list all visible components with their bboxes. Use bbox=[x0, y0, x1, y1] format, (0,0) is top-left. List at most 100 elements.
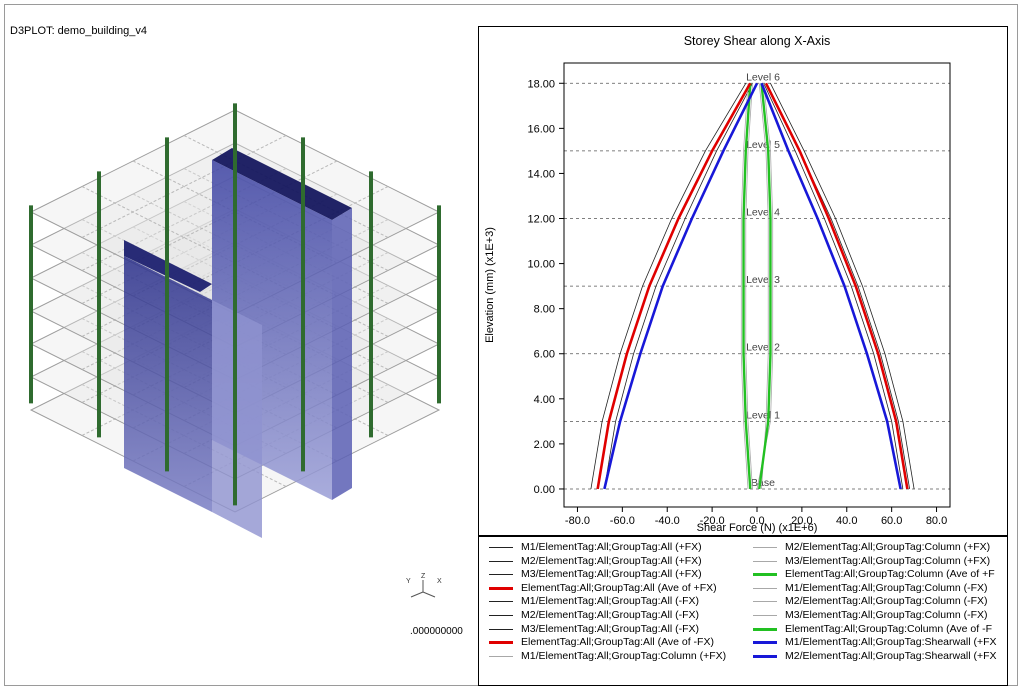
legend-label: M1/ElementTag:All;GroupTag:All (-FX) bbox=[521, 595, 699, 608]
x-tick-label: 20.0 bbox=[791, 515, 812, 527]
legend-swatch bbox=[489, 574, 513, 576]
slab-gridline bbox=[81, 135, 287, 238]
slab-gridline bbox=[183, 300, 389, 403]
series-line bbox=[770, 83, 915, 490]
x-axis-label: Shear Force (N) (x1E+6) bbox=[697, 522, 818, 534]
legend-swatch bbox=[489, 601, 513, 603]
y-tick-label: 2.00 bbox=[534, 439, 555, 451]
columns bbox=[29, 103, 441, 506]
x-tick-label: -60.0 bbox=[610, 515, 635, 527]
level-label: Level 5 bbox=[746, 139, 780, 151]
triad-y-label: Y bbox=[406, 578, 411, 585]
series-line bbox=[596, 82, 752, 490]
series-line bbox=[603, 82, 759, 490]
y-tick-label: 14.00 bbox=[527, 168, 555, 180]
y-tick-label: 4.00 bbox=[534, 394, 555, 406]
legend-label: ElementTag:All;GroupTag:Column (Ave of +… bbox=[785, 568, 995, 581]
legend-swatch bbox=[753, 587, 777, 589]
axis-ticks: -80.0 -60.0 -40.0 -20.0 0.0 20.0 40.0 60.0 80.0 0… bbox=[527, 78, 947, 527]
series-line bbox=[763, 83, 904, 490]
slab-gridline bbox=[81, 300, 287, 403]
x-tick-label: 80.0 bbox=[926, 515, 947, 527]
series-line bbox=[742, 83, 752, 490]
series-line bbox=[604, 83, 753, 490]
legend-swatch bbox=[489, 586, 513, 590]
shear-chart: Storey Shear along X-Axis Base Level 1 Lev… bbox=[484, 34, 951, 534]
legend-swatch bbox=[489, 560, 513, 562]
time-readout: .000000000 bbox=[410, 626, 463, 637]
slab-gridline bbox=[81, 234, 287, 337]
y-tick-label: 0.00 bbox=[534, 484, 555, 496]
legend-label: M3/ElementTag:All;GroupTag:All (-FX) bbox=[521, 622, 699, 635]
shear-plot-panel[interactable]: Storey Shear along X-Axis Base Level 1 Lev… bbox=[478, 26, 1008, 536]
legend-swatch bbox=[489, 614, 513, 616]
legend-label: ElementTag:All;GroupTag:Column (Ave of -… bbox=[785, 622, 992, 635]
x-tick-label: -80.0 bbox=[565, 515, 590, 527]
slab-gridline bbox=[81, 201, 287, 304]
y-tick-label: 16.00 bbox=[527, 123, 555, 135]
x-tick-label: -40.0 bbox=[655, 515, 680, 527]
y-tick-label: 12.00 bbox=[527, 214, 555, 226]
slab-gridline bbox=[183, 135, 389, 238]
building-model-view[interactable] bbox=[0, 60, 470, 620]
level-label: Level 6 bbox=[746, 71, 780, 83]
legend-label: M1/ElementTag:All;GroupTag:Column (+FX) bbox=[521, 649, 727, 662]
series-line bbox=[758, 83, 769, 489]
legend-label: M1/ElementTag:All;GroupTag:Shearwall (+F… bbox=[785, 636, 997, 649]
legend-label: M1/ElementTag:All;GroupTag:All (+FX) bbox=[521, 541, 702, 553]
series-line bbox=[764, 82, 909, 490]
level-label: Base bbox=[751, 477, 775, 489]
legend-label: M2/ElementTag:All;GroupTag:All (+FX) bbox=[521, 554, 702, 567]
x-tick-label: 0.0 bbox=[749, 515, 764, 527]
legend-label: M2/ElementTag:All;GroupTag:Column (+FX) bbox=[785, 541, 991, 553]
y-axis-label: Elevation (mm) (x1E+3) bbox=[484, 227, 496, 343]
level-label: Level 3 bbox=[746, 274, 780, 286]
series-line bbox=[760, 82, 902, 490]
legend-label: M2/ElementTag:All;GroupTag:Column (-FX) bbox=[785, 595, 988, 608]
series-line bbox=[756, 83, 774, 490]
y-tick-label: 8.00 bbox=[534, 304, 555, 316]
x-tick-label: 40.0 bbox=[836, 515, 857, 527]
triad-z-label: Z bbox=[421, 573, 426, 580]
legend-swatch bbox=[753, 641, 777, 645]
x-tick-label: -20.0 bbox=[700, 515, 725, 527]
slab-gridline bbox=[183, 168, 389, 271]
core-wall-side bbox=[332, 208, 352, 500]
legend-label: ElementTag:All;GroupTag:All (Ave of +FX) bbox=[521, 581, 717, 594]
triad-x-label: X bbox=[437, 578, 442, 585]
y-tick-label: 10.00 bbox=[527, 259, 555, 271]
legend-swatch bbox=[489, 547, 513, 548]
series-line bbox=[745, 83, 753, 489]
series-line bbox=[758, 83, 772, 490]
y-tick-label: 6.00 bbox=[534, 349, 555, 361]
x-tick-label: 60.0 bbox=[881, 515, 902, 527]
legend-label: M3/ElementTag:All;GroupTag:All (+FX) bbox=[521, 568, 702, 581]
series-line bbox=[590, 83, 747, 490]
legend-swatch bbox=[753, 547, 777, 548]
chart-legend: M1/ElementTag:All;GroupTag:All (+FX) M2/E… bbox=[478, 536, 1008, 686]
legend-swatch bbox=[753, 614, 777, 616]
slab-gridline bbox=[183, 201, 389, 304]
legend-swatch bbox=[753, 573, 777, 577]
legend-swatch bbox=[489, 641, 513, 645]
legend-swatch bbox=[753, 601, 777, 603]
series-line bbox=[740, 83, 749, 489]
legend-swatch bbox=[489, 655, 513, 657]
slab-gridline bbox=[183, 267, 389, 370]
legend-label: M2/ElementTag:All;GroupTag:Shearwall (+F… bbox=[785, 649, 997, 662]
legend-swatch bbox=[489, 628, 513, 630]
slab-gridline bbox=[183, 333, 389, 436]
legend-swatch bbox=[753, 560, 777, 562]
legend-label: M1/ElementTag:All;GroupTag:Column (-FX) bbox=[785, 581, 988, 594]
plot-series bbox=[590, 82, 915, 490]
axis-triad: Y Z X bbox=[406, 573, 442, 598]
legend-label: M2/ElementTag:All;GroupTag:All (-FX) bbox=[521, 608, 699, 621]
y-tick-label: 18.00 bbox=[527, 78, 555, 90]
level-label: Level 2 bbox=[746, 342, 780, 354]
slab-gridline bbox=[183, 234, 389, 337]
legend-label: ElementTag:All;GroupTag:All (Ave of -FX) bbox=[521, 636, 714, 649]
legend-label: M3/ElementTag:All;GroupTag:Column (+FX) bbox=[785, 554, 991, 567]
core-wall-top bbox=[212, 148, 352, 220]
slab-gridline bbox=[81, 168, 287, 271]
viewport-title: D3PLOT: demo_building_v4 bbox=[10, 25, 147, 37]
